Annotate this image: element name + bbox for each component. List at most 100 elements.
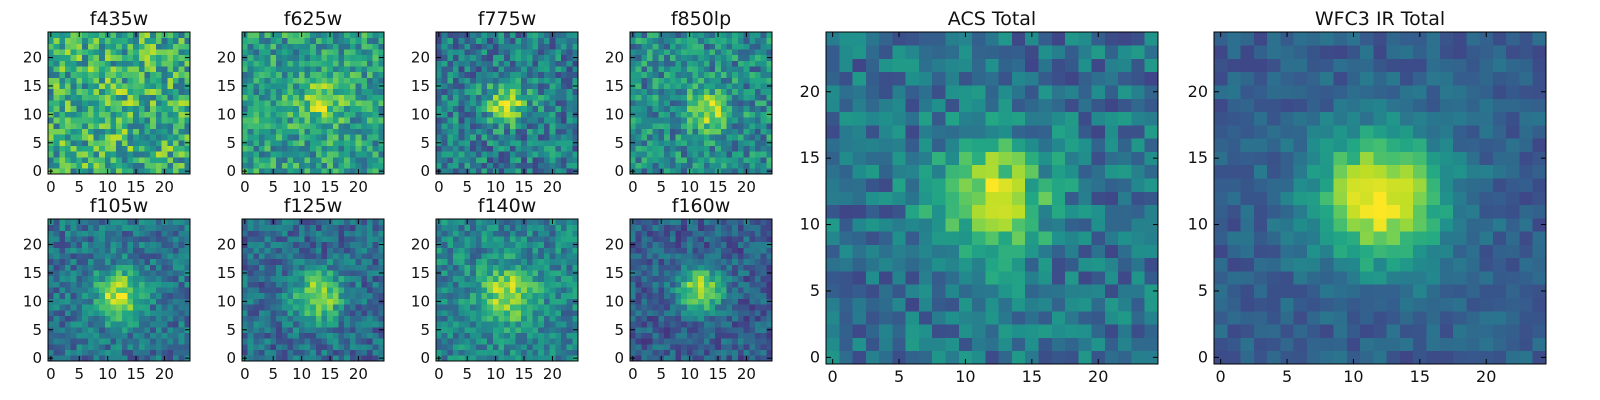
pixel [70, 37, 77, 44]
pixel [99, 94, 106, 101]
pixel [304, 287, 311, 294]
pixel [361, 88, 368, 95]
pixel [355, 270, 362, 277]
pixel [355, 54, 362, 61]
pixel [475, 315, 482, 322]
pixel [515, 88, 522, 95]
pixel [566, 287, 573, 294]
pixel [532, 253, 539, 260]
pixel [138, 241, 145, 248]
pixel [327, 321, 334, 328]
pixel [635, 100, 642, 107]
pixel [133, 122, 140, 129]
pixel [366, 54, 374, 61]
pixel [172, 88, 180, 95]
pixel [59, 111, 66, 118]
pixel [509, 105, 516, 112]
pixel [470, 270, 477, 277]
pixel [287, 298, 294, 305]
pixel [509, 264, 516, 271]
pixel [526, 94, 533, 101]
pixel [344, 321, 351, 328]
pixel [53, 43, 60, 50]
pixel [349, 32, 356, 39]
pixel [110, 287, 117, 294]
pixel [658, 338, 665, 345]
pixel [276, 43, 283, 50]
pixel [669, 122, 676, 129]
pixel [630, 281, 637, 288]
pixel [464, 145, 471, 152]
pixel [172, 71, 180, 78]
pixel [481, 156, 488, 164]
pixel [509, 236, 516, 243]
pixel [121, 264, 128, 271]
pixel [664, 326, 671, 333]
pixel [127, 37, 134, 44]
pixel [76, 309, 83, 316]
pixel [161, 105, 168, 112]
pixel [178, 111, 185, 118]
pixel [259, 321, 266, 328]
pixel [133, 105, 140, 112]
pixel [515, 100, 522, 107]
pixel [686, 292, 693, 299]
pixel [492, 338, 499, 345]
pixel [464, 338, 471, 345]
pixel [99, 315, 106, 322]
pixel [155, 168, 162, 175]
pixel [366, 332, 374, 339]
pixel [698, 309, 705, 316]
pixel [504, 315, 511, 322]
pixel [635, 49, 642, 56]
pixel [652, 139, 659, 146]
pixel [161, 304, 168, 311]
pixel [293, 60, 300, 67]
pixel [703, 71, 710, 78]
pixel [572, 117, 579, 124]
pixel [276, 66, 283, 73]
pixel [321, 111, 328, 118]
pixel [715, 139, 722, 146]
pixel [150, 326, 157, 333]
pixel [498, 321, 505, 328]
pixel [760, 168, 767, 175]
pixel [709, 156, 716, 164]
pixel [99, 304, 106, 311]
pixel [549, 241, 556, 248]
pixel [566, 156, 573, 164]
pixel [543, 168, 550, 175]
pixel [315, 281, 322, 288]
pixel [726, 162, 733, 169]
pixel [481, 54, 488, 61]
pixel [572, 247, 579, 254]
pixel [253, 77, 260, 84]
pixel [754, 304, 762, 311]
pixel [327, 258, 334, 265]
pixel [492, 230, 499, 237]
pixel [315, 145, 322, 152]
pixel [65, 275, 72, 282]
pixel [242, 343, 249, 351]
pixel [532, 122, 539, 129]
pixel [555, 156, 562, 164]
x-tick-label: 0 [628, 178, 638, 196]
pixel-grid [48, 219, 191, 362]
pixel [87, 83, 94, 90]
pixel [361, 37, 368, 44]
pixel [53, 281, 60, 288]
pixel [487, 151, 494, 158]
pixel [355, 287, 362, 294]
pixel [681, 275, 688, 282]
pixel [48, 94, 55, 101]
pixel [82, 88, 89, 95]
pixel [48, 230, 55, 237]
pixel [242, 275, 249, 282]
pixel [504, 134, 511, 141]
pixel [172, 321, 180, 328]
pixel [509, 230, 516, 237]
pixel [332, 162, 339, 169]
pixel [372, 241, 379, 248]
pixel [641, 54, 648, 61]
pixel [338, 230, 345, 237]
